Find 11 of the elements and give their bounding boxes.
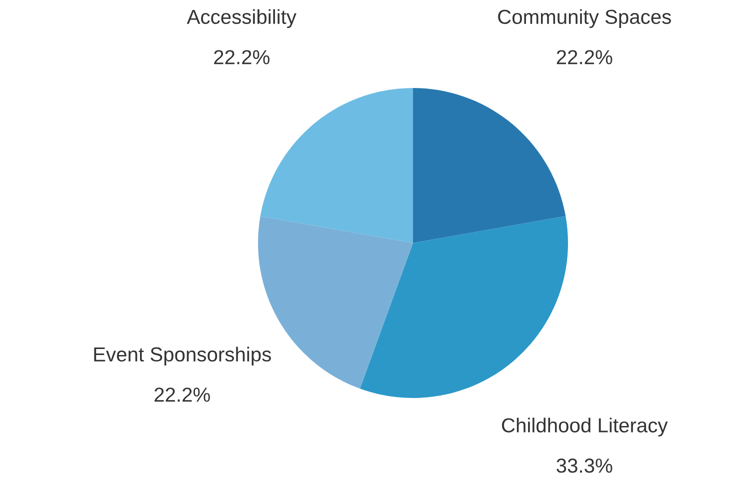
slice-label: Accessibility <box>186 9 296 28</box>
pie-slice <box>260 88 413 243</box>
pie-slice <box>360 216 568 398</box>
slice-label: Event Sponsorships <box>94 346 271 366</box>
pie-slice <box>413 88 566 243</box>
data-label: 33.3% <box>556 458 612 473</box>
data-label: 22.2% <box>154 388 210 402</box>
data-label: 22.2% <box>556 50 612 64</box>
slice-label: Community Spaces <box>498 9 671 28</box>
data-label: 22.2% <box>214 50 270 64</box>
slice-label: Childhood Literacy <box>502 418 668 436</box>
